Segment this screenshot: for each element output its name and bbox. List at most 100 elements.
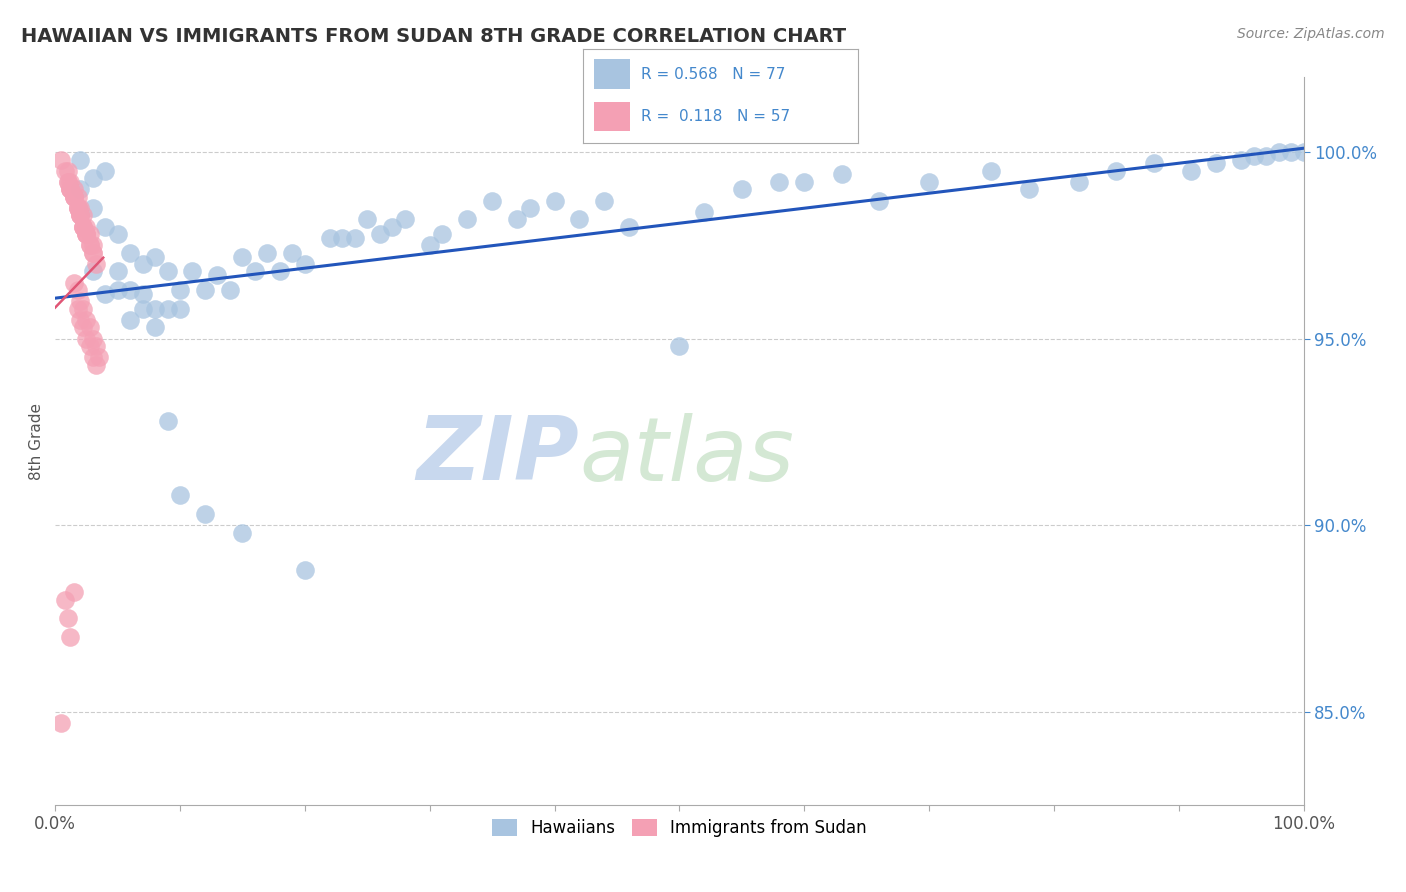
Point	[107, 227, 129, 241]
Point	[1292, 145, 1315, 159]
Point	[86, 358, 108, 372]
Text: R = 0.568   N = 77: R = 0.568 N = 77	[641, 67, 786, 82]
Point	[79, 238, 101, 252]
Point	[256, 245, 278, 260]
Point	[731, 182, 754, 196]
Point	[59, 182, 82, 196]
Point	[368, 227, 391, 241]
Point	[143, 301, 166, 316]
Point	[1243, 149, 1265, 163]
Point	[72, 219, 94, 234]
Point	[918, 175, 941, 189]
Point	[1279, 145, 1302, 159]
Point	[72, 209, 94, 223]
Point	[59, 182, 82, 196]
Point	[94, 163, 117, 178]
Point	[319, 231, 342, 245]
Point	[219, 283, 242, 297]
Text: Source: ZipAtlas.com: Source: ZipAtlas.com	[1237, 27, 1385, 41]
Point	[481, 194, 503, 208]
Point	[82, 245, 104, 260]
Point	[1018, 182, 1040, 196]
Point	[1067, 175, 1090, 189]
Point	[59, 182, 82, 196]
Point	[980, 163, 1002, 178]
Point	[131, 257, 153, 271]
Point	[156, 264, 179, 278]
Point	[69, 294, 91, 309]
Point	[1105, 163, 1128, 178]
Point	[72, 320, 94, 334]
Point	[66, 201, 89, 215]
Point	[506, 212, 529, 227]
Point	[207, 268, 229, 283]
Point	[69, 209, 91, 223]
Point	[66, 201, 89, 215]
Point	[66, 201, 89, 215]
Point	[79, 238, 101, 252]
Point	[86, 339, 108, 353]
Point	[143, 250, 166, 264]
Point	[330, 231, 353, 245]
Point	[831, 168, 853, 182]
Point	[143, 320, 166, 334]
Point	[1230, 153, 1253, 167]
Point	[72, 219, 94, 234]
Point	[53, 163, 76, 178]
Point	[107, 264, 129, 278]
Point	[82, 351, 104, 365]
Point	[87, 351, 110, 365]
Point	[543, 194, 565, 208]
Point	[169, 283, 191, 297]
Point	[51, 715, 73, 730]
Point	[668, 339, 690, 353]
Point	[294, 257, 316, 271]
Text: HAWAIIAN VS IMMIGRANTS FROM SUDAN 8TH GRADE CORRELATION CHART: HAWAIIAN VS IMMIGRANTS FROM SUDAN 8TH GR…	[21, 27, 846, 45]
Point	[79, 227, 101, 241]
Point	[94, 219, 117, 234]
Point	[181, 264, 204, 278]
Point	[294, 563, 316, 577]
Point	[69, 209, 91, 223]
Point	[63, 585, 86, 599]
Text: ZIP: ZIP	[416, 412, 579, 500]
Point	[231, 250, 253, 264]
Point	[593, 194, 616, 208]
Point	[75, 219, 97, 234]
Point	[169, 301, 191, 316]
Point	[63, 190, 86, 204]
Point	[768, 175, 790, 189]
Point	[107, 283, 129, 297]
Point	[194, 283, 217, 297]
Point	[69, 153, 91, 167]
Point	[269, 264, 291, 278]
Point	[69, 182, 91, 196]
Point	[793, 175, 815, 189]
Point	[156, 414, 179, 428]
Point	[243, 264, 266, 278]
Point	[131, 301, 153, 316]
Point	[169, 488, 191, 502]
Point	[356, 212, 378, 227]
Point	[131, 286, 153, 301]
Bar	[595, 60, 630, 89]
Point	[75, 332, 97, 346]
Point	[1254, 149, 1277, 163]
Bar	[595, 102, 630, 131]
Point	[519, 201, 541, 215]
Point	[1143, 156, 1166, 170]
Point	[69, 201, 91, 215]
Point	[56, 175, 79, 189]
Point	[231, 525, 253, 540]
Point	[75, 227, 97, 241]
Y-axis label: 8th Grade: 8th Grade	[30, 402, 44, 480]
Point	[568, 212, 591, 227]
Point	[69, 313, 91, 327]
Point	[82, 264, 104, 278]
Point	[63, 190, 86, 204]
Point	[693, 204, 716, 219]
Point	[82, 245, 104, 260]
Point	[75, 313, 97, 327]
Point	[394, 212, 416, 227]
Point	[66, 301, 89, 316]
